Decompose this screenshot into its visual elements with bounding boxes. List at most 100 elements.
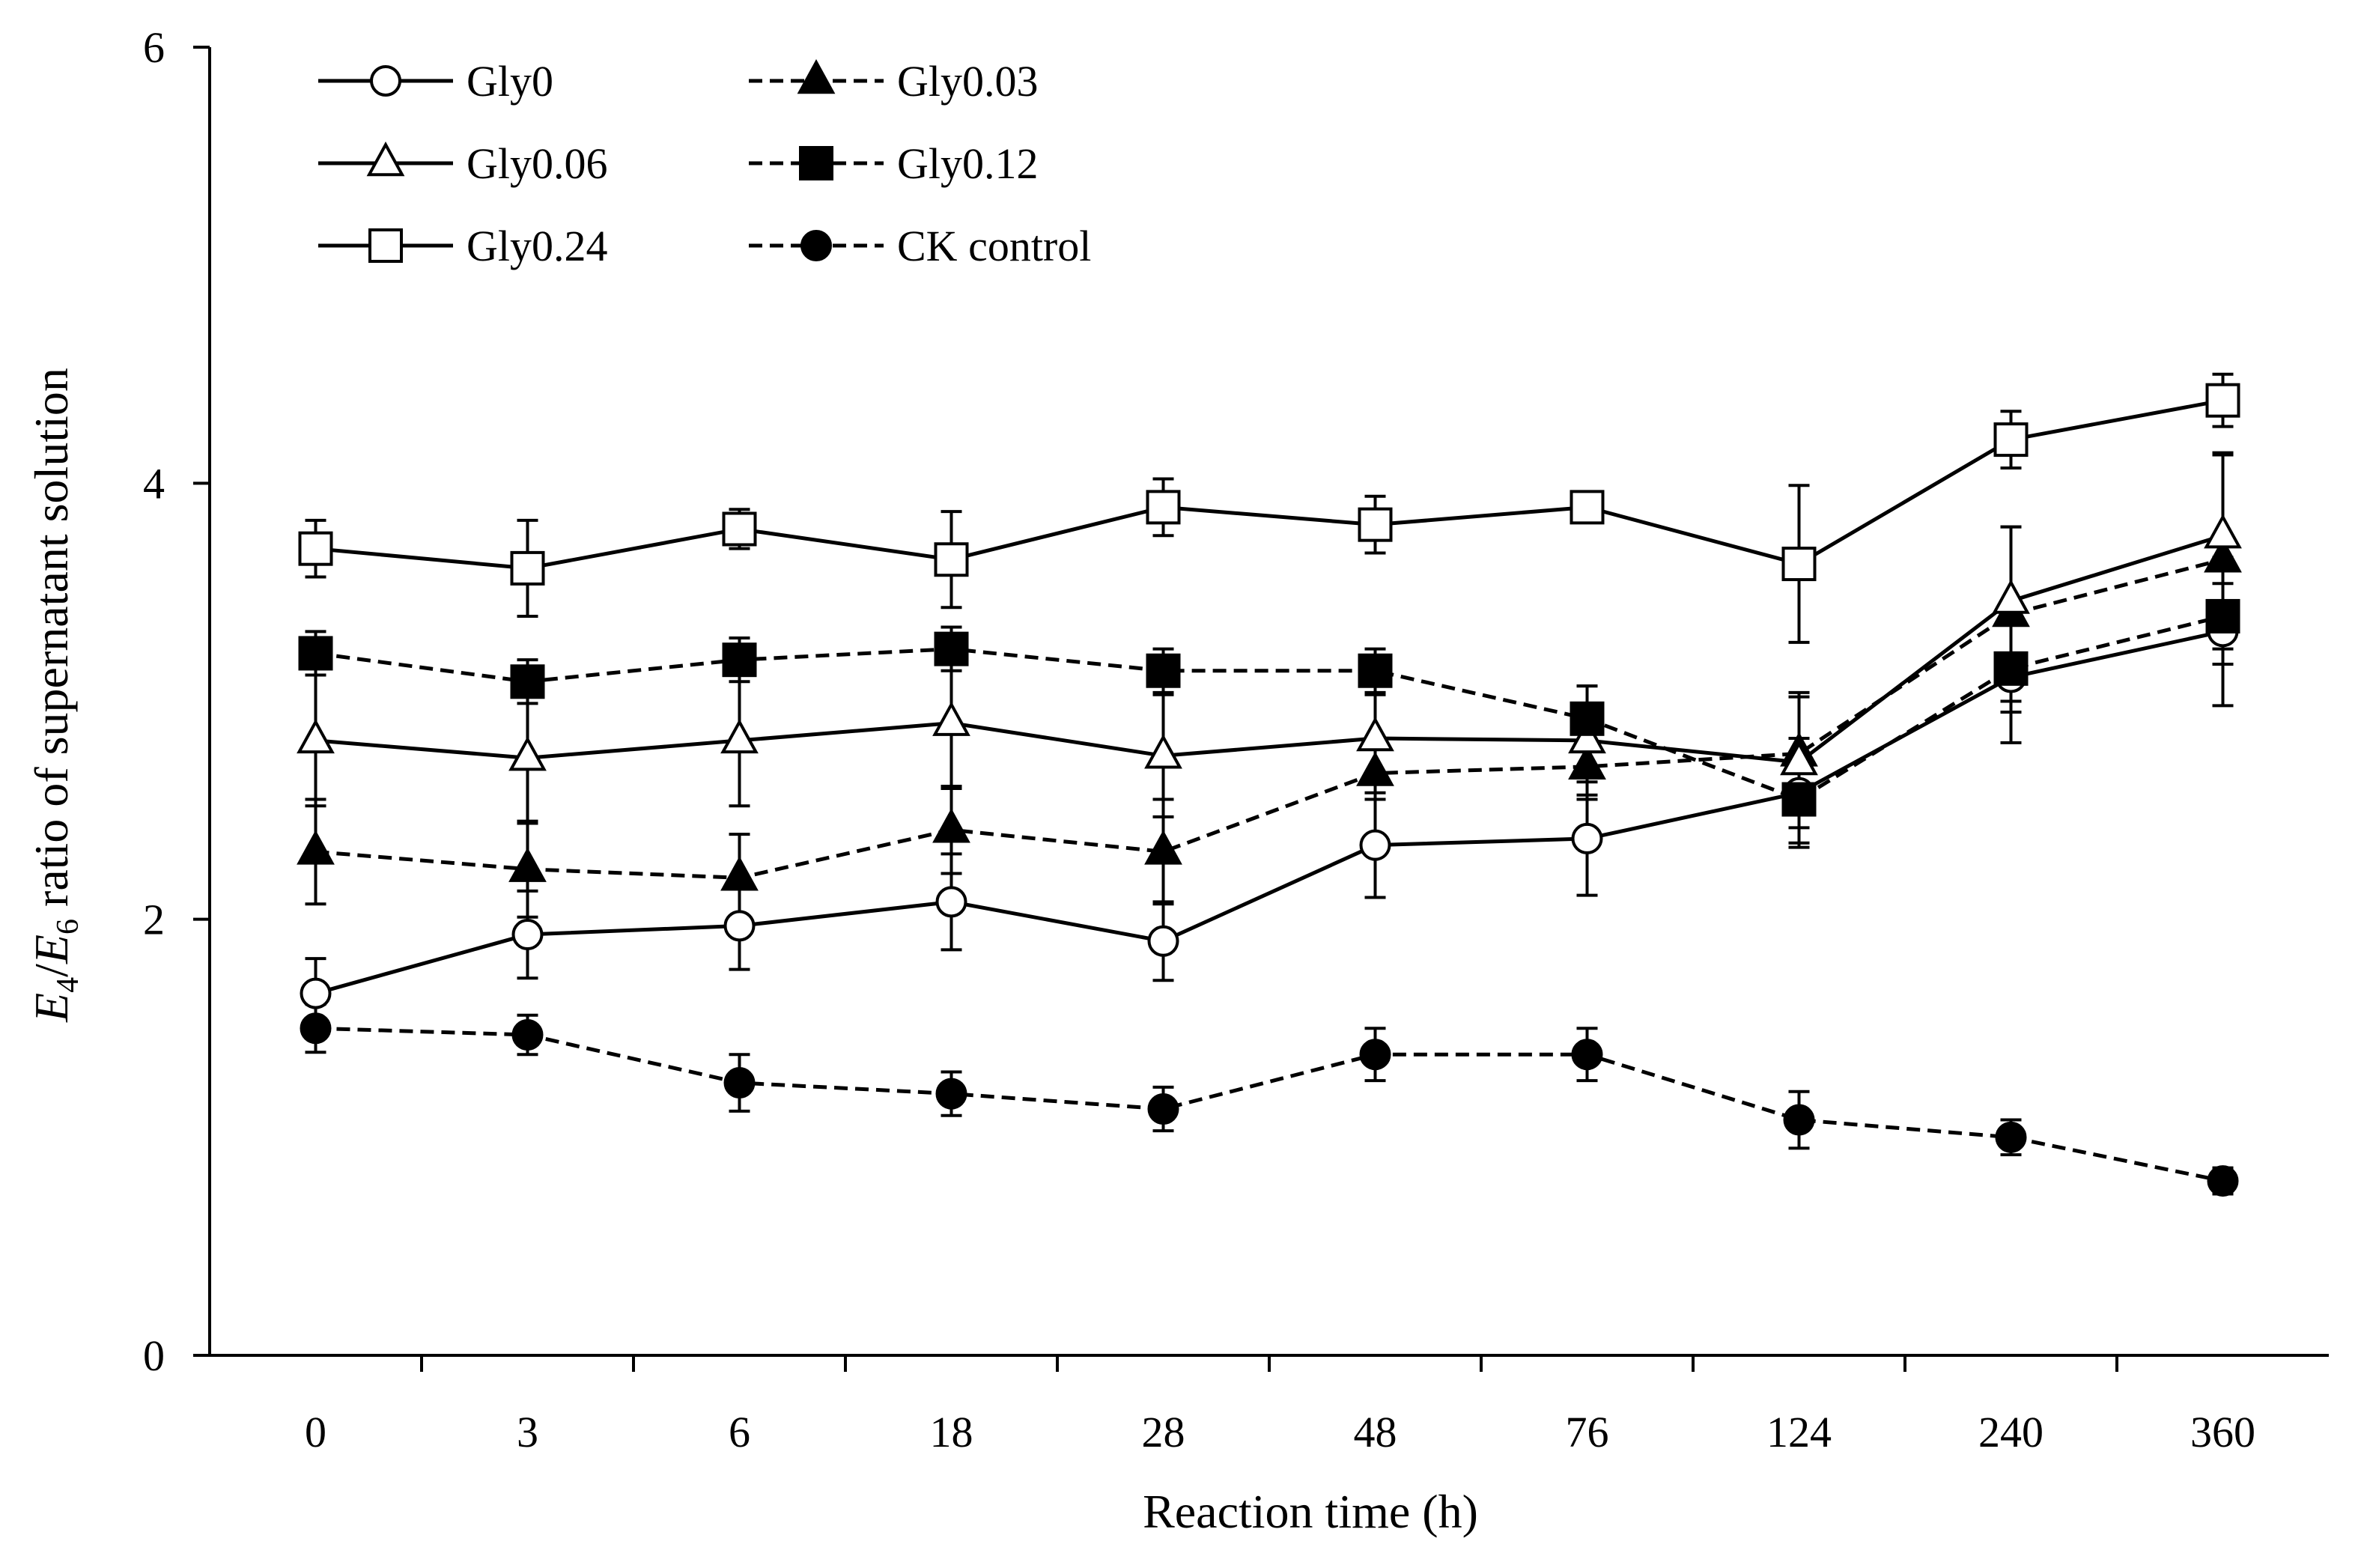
legend-label-ck-control: CK control <box>897 222 1091 270</box>
point-gly0-03 <box>1356 751 1394 786</box>
y-title-e6-sub: 6 <box>51 919 85 935</box>
y-title-rest: ratio of supernatant solution <box>25 368 78 919</box>
point-gly0-06 <box>1780 741 1818 776</box>
point-gly0-12 <box>510 664 545 699</box>
point-gly0 <box>511 919 544 951</box>
legend-label-gly0: Gly0 <box>467 57 553 106</box>
point-ck-control <box>1571 1039 1603 1071</box>
point-gly0-06 <box>720 718 759 754</box>
point-ck-control <box>1147 1093 1179 1125</box>
series-line-gly0-24 <box>315 398 2223 571</box>
y-title-e6-letter: E <box>25 935 78 964</box>
point-gly0-24 <box>1781 547 1817 582</box>
series-line-gly0-06 <box>315 533 2224 765</box>
point-gly0 <box>300 977 332 1009</box>
point-gly0-03 <box>1568 744 1606 780</box>
point-gly0 <box>935 886 967 918</box>
x-axis-title: Reaction time (h) <box>1143 1485 1478 1538</box>
legend-item-ck-control: CK control <box>749 222 1091 270</box>
legend-label-gly0-24: Gly0.24 <box>467 222 608 270</box>
series-layer <box>297 372 2242 1197</box>
legend-item-gly0-24: Gly0.24 <box>318 222 608 270</box>
series-markers <box>297 383 2242 1197</box>
point-gly0-06 <box>2204 514 2242 549</box>
legend-marker-gly0-24 <box>368 228 403 263</box>
point-gly0-06 <box>1144 734 1182 769</box>
y-title-e4-letter: E <box>25 993 78 1023</box>
x-tick-label: 28 <box>1142 1408 1185 1456</box>
series-line-gly0-03 <box>315 557 2224 880</box>
point-ck-control <box>1995 1121 2027 1153</box>
y-tick-label: 0 <box>143 1331 165 1380</box>
series-line-gly0-12 <box>315 614 2224 802</box>
y-title-slash: / <box>25 964 78 977</box>
point-ck-control <box>511 1018 544 1051</box>
point-gly0-03 <box>297 830 335 865</box>
point-gly0 <box>1147 925 1179 957</box>
point-gly0 <box>1571 822 1603 854</box>
x-tick-label: 3 <box>517 1408 538 1456</box>
point-gly0-24 <box>722 511 757 547</box>
point-gly0-06 <box>1568 718 1606 754</box>
legend-marker-gly0 <box>370 65 401 97</box>
point-gly0-06 <box>932 701 970 736</box>
point-gly0 <box>1359 829 1391 861</box>
point-ck-control <box>935 1078 967 1110</box>
point-gly0-12 <box>1781 782 1817 817</box>
point-gly0 <box>723 910 756 942</box>
legend-marker-gly0-12 <box>799 146 833 180</box>
y-title-e4-sub: 4 <box>51 977 85 993</box>
point-ck-control <box>300 1012 332 1045</box>
point-ck-control <box>2207 1165 2239 1197</box>
x-tick-label: 360 <box>2190 1408 2255 1456</box>
legend: Gly0 Gly0.03 Gly0.06 Gly0.12 Gly0.24 CK contr… <box>318 57 1091 270</box>
point-gly0-12 <box>1570 701 1605 736</box>
point-gly0-03 <box>932 808 970 843</box>
legend-label-gly0-12: Gly0.12 <box>897 139 1039 188</box>
point-gly0-03 <box>2204 538 2242 573</box>
x-tick-label: 240 <box>1978 1408 2044 1456</box>
series-line-ck-control <box>315 1026 2224 1183</box>
legend-marker-gly0-03 <box>797 59 836 94</box>
point-ck-control <box>1359 1039 1391 1071</box>
x-tick-label: 48 <box>1354 1408 1397 1456</box>
point-gly0-24 <box>298 531 333 566</box>
legend-label-gly0-03: Gly0.03 <box>897 57 1039 106</box>
x-tick-label: 76 <box>1566 1408 1609 1456</box>
y-tick-label: 4 <box>143 459 165 508</box>
x-tick-label: 124 <box>1766 1408 1832 1456</box>
x-tick-label: 18 <box>930 1408 973 1456</box>
y-tick-label: 6 <box>143 23 165 72</box>
legend-marker-gly0-06 <box>366 142 405 177</box>
point-gly0-12 <box>722 642 757 678</box>
series-line-gly0 <box>315 629 2224 996</box>
legend-item-gly0-03: Gly0.03 <box>749 57 1039 106</box>
legend-label-gly0-06: Gly0.06 <box>467 139 608 188</box>
series-lines <box>315 398 2224 1183</box>
point-gly0-12 <box>1993 651 2029 686</box>
point-gly0-24 <box>2205 383 2240 418</box>
point-gly0-12 <box>2205 598 2240 633</box>
point-gly0-24 <box>1993 422 2029 458</box>
point-gly0-12 <box>298 636 333 671</box>
point-gly0-06 <box>1356 717 1394 752</box>
axes-layer: 0 2 4 6 0 3 6 18 28 48 76 124 240 360 <box>143 23 2329 1456</box>
point-gly0-24 <box>1570 490 1605 525</box>
point-gly0-06 <box>297 718 335 754</box>
series-error-bars <box>305 372 2234 1196</box>
point-ck-control <box>1783 1104 1815 1136</box>
legend-item-gly0-12: Gly0.12 <box>749 139 1039 188</box>
legend-item-gly0-06: Gly0.06 <box>318 139 608 188</box>
y-axis-title: E4/E6 ratio of supernatant solution <box>25 368 85 1023</box>
point-gly0-03 <box>1144 830 1182 865</box>
point-gly0-06 <box>1992 579 2030 614</box>
point-gly0-24 <box>1358 507 1393 542</box>
point-gly0-03 <box>508 847 547 882</box>
point-gly0-03 <box>720 856 759 891</box>
point-gly0-06 <box>508 736 547 771</box>
point-gly0-12 <box>934 631 969 666</box>
point-gly0-24 <box>510 550 545 586</box>
point-gly0-24 <box>934 542 969 577</box>
x-tick-label: 6 <box>729 1408 750 1456</box>
